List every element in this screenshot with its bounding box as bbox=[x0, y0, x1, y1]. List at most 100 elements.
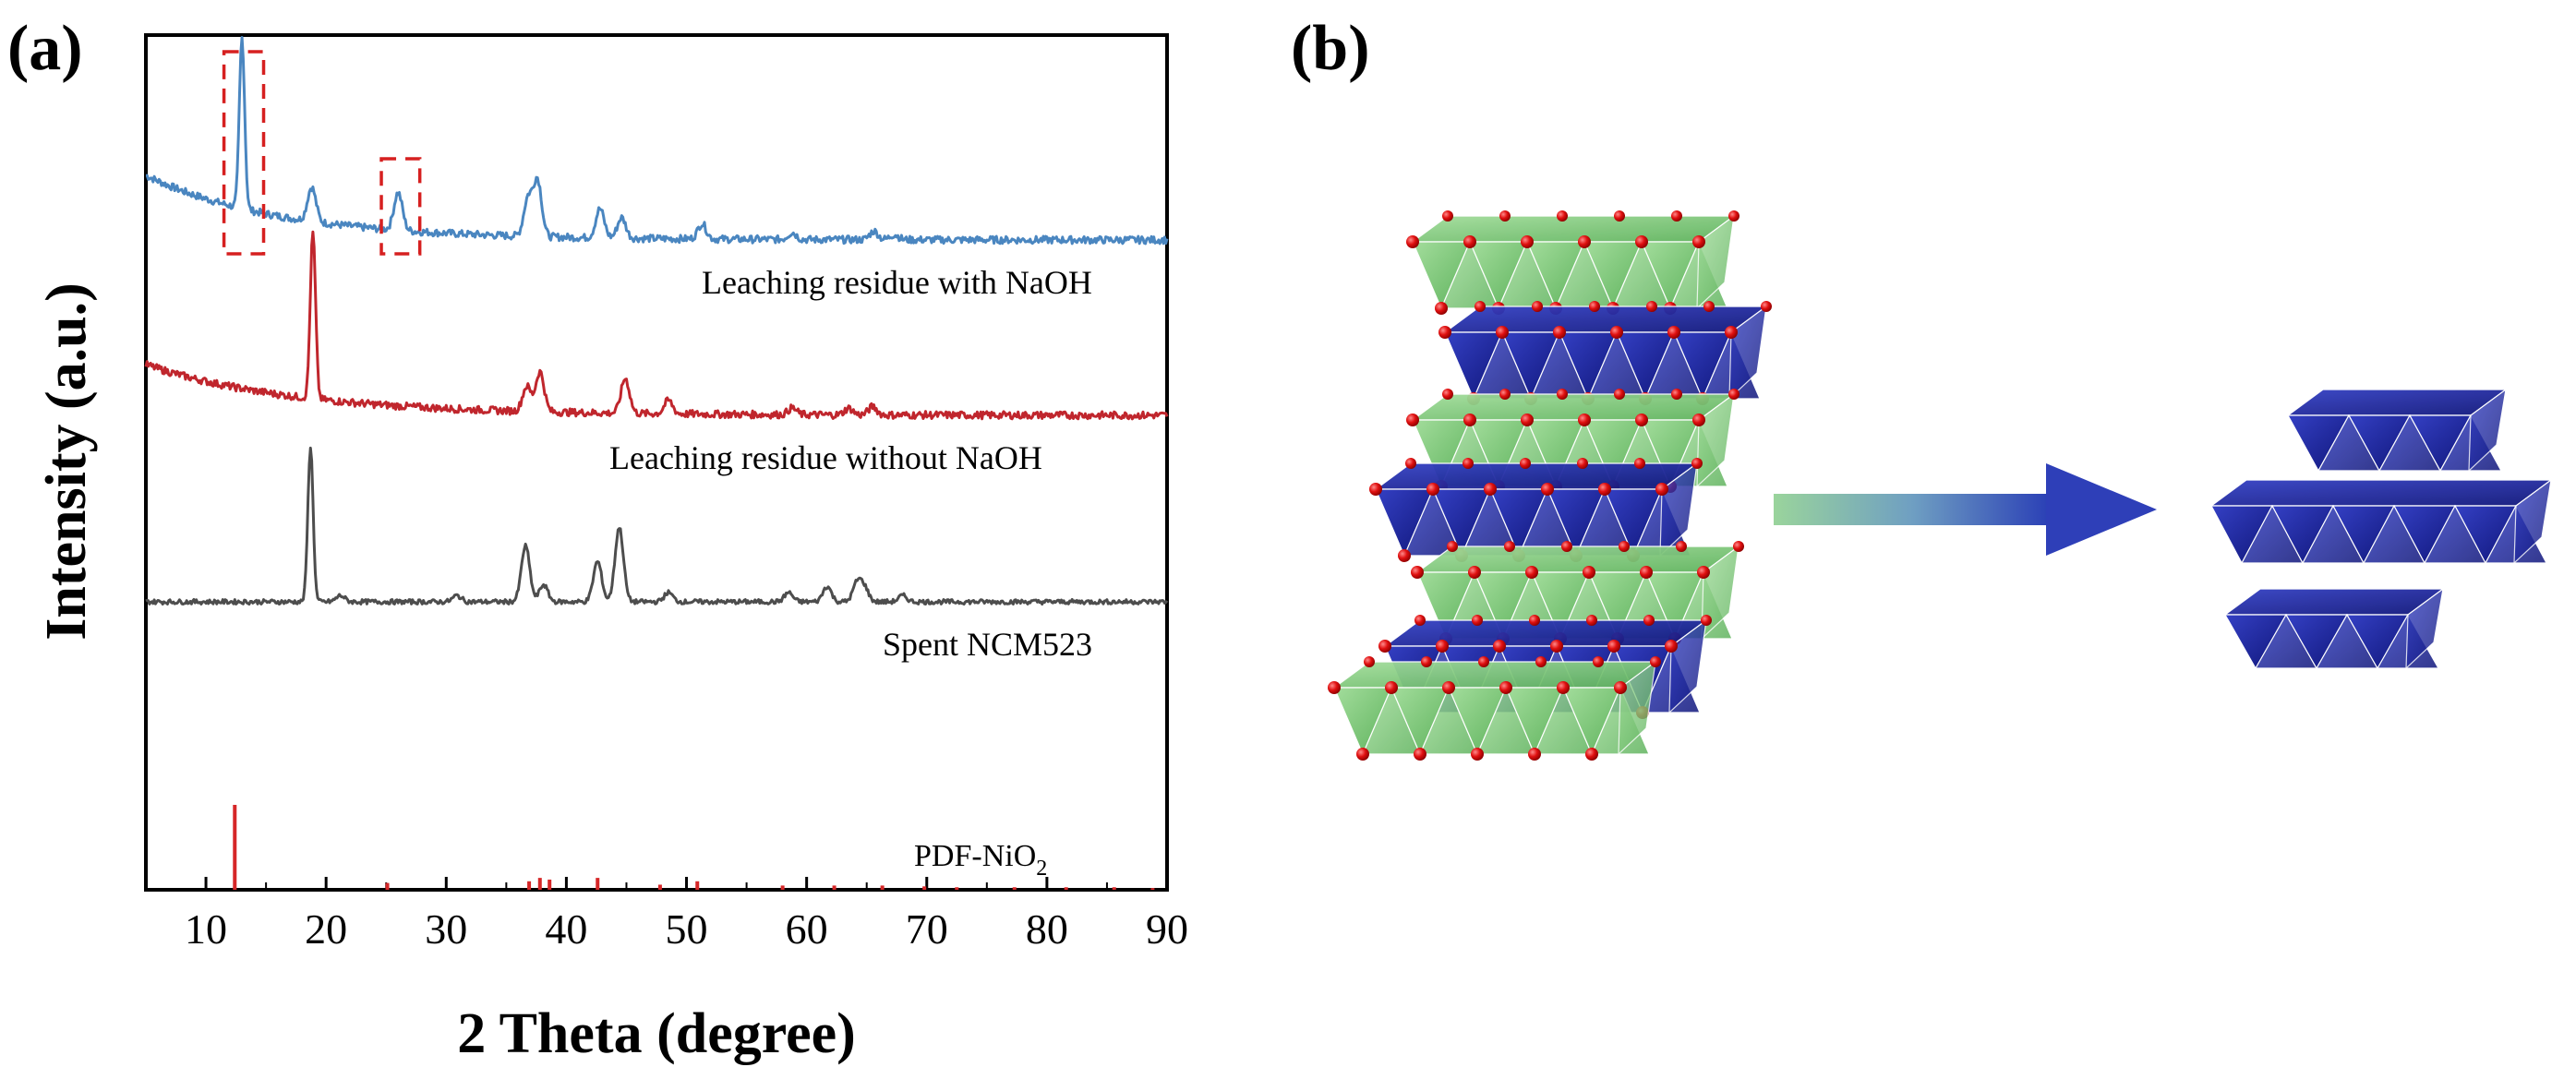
oxygen-atom bbox=[1640, 566, 1653, 579]
series-label-without-naoh: Leaching residue without NaOH bbox=[609, 439, 1042, 476]
highlight-box-2 bbox=[379, 157, 422, 256]
structure-schematic bbox=[1328, 210, 2553, 761]
separated-layer-1 bbox=[2286, 388, 2508, 473]
oxygen-atom bbox=[1411, 566, 1424, 579]
reference-lines bbox=[233, 805, 1155, 890]
oxygen-atom bbox=[1463, 414, 1476, 426]
oxygen-atom bbox=[1493, 640, 1506, 653]
oxygen-atom bbox=[1665, 640, 1678, 653]
octahedral-layer-7 bbox=[1328, 656, 1661, 761]
oxygen-atom bbox=[1676, 541, 1687, 552]
x-tick-label-20: 20 bbox=[305, 905, 347, 953]
reference-label: PDF-NiO2 bbox=[914, 839, 1047, 881]
oxygen-atom bbox=[1578, 235, 1591, 248]
octahedral-layer-2 bbox=[1438, 301, 1772, 405]
oxygen-atom bbox=[1496, 326, 1509, 339]
series-line-2 bbox=[144, 230, 1169, 421]
oxygen-atom bbox=[1398, 549, 1411, 562]
oxygen-atom bbox=[1369, 483, 1382, 496]
panel-b-label: (b) bbox=[1291, 13, 1370, 84]
plot-frame bbox=[144, 33, 1169, 892]
oxygen-atom bbox=[1328, 681, 1341, 694]
oxygen-atom bbox=[1421, 656, 1432, 667]
oxygen-atom bbox=[1426, 483, 1439, 496]
series-line-1 bbox=[145, 36, 1169, 246]
oxygen-atom bbox=[1521, 414, 1534, 426]
oxygen-atom bbox=[1577, 458, 1588, 469]
oxygen-atom bbox=[1589, 301, 1600, 312]
oxygen-atom bbox=[1414, 748, 1426, 761]
oxygen-atom bbox=[1525, 566, 1538, 579]
oxygen-atom bbox=[1442, 389, 1453, 400]
panel-a-label: (a) bbox=[7, 13, 83, 84]
oxygen-atom bbox=[1578, 414, 1591, 426]
oxygen-atom bbox=[1655, 483, 1668, 496]
oxygen-atom bbox=[1442, 210, 1453, 222]
oxygen-atom bbox=[1635, 414, 1648, 426]
oxygen-atom bbox=[1697, 566, 1710, 579]
oxygen-atom bbox=[1671, 389, 1682, 400]
oxygen-atom bbox=[1586, 615, 1597, 626]
oxygen-atom bbox=[1619, 541, 1630, 552]
x-tick-label-10: 10 bbox=[185, 905, 227, 953]
oxygen-atom bbox=[1550, 640, 1563, 653]
transformation-arrow bbox=[1774, 463, 2157, 556]
oxygen-atom bbox=[1557, 210, 1568, 222]
oxygen-atom bbox=[1532, 301, 1543, 312]
oxygen-atom bbox=[1643, 615, 1655, 626]
oxygen-atom bbox=[1484, 483, 1497, 496]
oxygen-atom bbox=[1701, 615, 1712, 626]
oxygen-atom bbox=[1725, 326, 1738, 339]
oxygen-atom bbox=[1614, 681, 1627, 694]
x-tick-label-90: 90 bbox=[1146, 905, 1188, 953]
oxygen-atom bbox=[1607, 640, 1620, 653]
oxygen-atom bbox=[1728, 389, 1739, 400]
oxygen-atom bbox=[1703, 301, 1715, 312]
x-axis-title: 2 Theta (degree) bbox=[457, 1002, 856, 1065]
oxygen-atom bbox=[1650, 656, 1661, 667]
oxygen-atom bbox=[1614, 210, 1625, 222]
oxygen-atom bbox=[1529, 615, 1540, 626]
x-tick-label-50: 50 bbox=[666, 905, 708, 953]
oxygen-atom bbox=[1671, 210, 1682, 222]
oxygen-atom bbox=[1499, 681, 1512, 694]
oxygen-atom bbox=[1364, 656, 1375, 667]
oxygen-atom bbox=[1385, 681, 1398, 694]
oxygen-atom bbox=[1438, 326, 1451, 339]
oxygen-atom bbox=[1414, 615, 1426, 626]
oxygen-atom bbox=[1520, 458, 1531, 469]
octahedral-layer-1 bbox=[1406, 210, 1739, 315]
oxygen-atom bbox=[1635, 235, 1648, 248]
oxygen-atom bbox=[1691, 458, 1703, 469]
oxygen-atom bbox=[1447, 541, 1458, 552]
separated-layer-3 bbox=[2223, 587, 2445, 670]
oxygen-atom bbox=[1406, 235, 1419, 248]
x-tick-label-30: 30 bbox=[425, 905, 467, 953]
oxygen-atom bbox=[1610, 326, 1623, 339]
layered-structure-before bbox=[1328, 210, 1772, 761]
series-label-spent-ncm523: Spent NCM523 bbox=[883, 626, 1092, 663]
oxygen-atom bbox=[1634, 458, 1645, 469]
oxygen-atom bbox=[1561, 541, 1572, 552]
oxygen-atom bbox=[1442, 681, 1455, 694]
oxygen-atom bbox=[1553, 326, 1566, 339]
oxygen-atom bbox=[1614, 389, 1625, 400]
oxygen-atom bbox=[1499, 389, 1511, 400]
x-tick-label-70: 70 bbox=[906, 905, 948, 953]
oxygen-atom bbox=[1521, 235, 1534, 248]
oxygen-atom bbox=[1504, 541, 1515, 552]
oxygen-atom bbox=[1378, 640, 1391, 653]
oxygen-atom bbox=[1528, 748, 1541, 761]
x-tick-label-80: 80 bbox=[1026, 905, 1068, 953]
reference-label-subscript: 2 bbox=[1036, 857, 1047, 881]
oxygen-atom bbox=[1583, 566, 1595, 579]
oxygen-atom bbox=[1692, 414, 1705, 426]
oxygen-atom bbox=[1728, 210, 1739, 222]
oxygen-atom bbox=[1535, 656, 1547, 667]
oxygen-atom bbox=[1585, 748, 1598, 761]
octahedral-layer-4 bbox=[1369, 458, 1703, 562]
oxygen-atom bbox=[1598, 483, 1611, 496]
highlight-boxes bbox=[222, 50, 422, 256]
oxygen-atom bbox=[1541, 483, 1554, 496]
